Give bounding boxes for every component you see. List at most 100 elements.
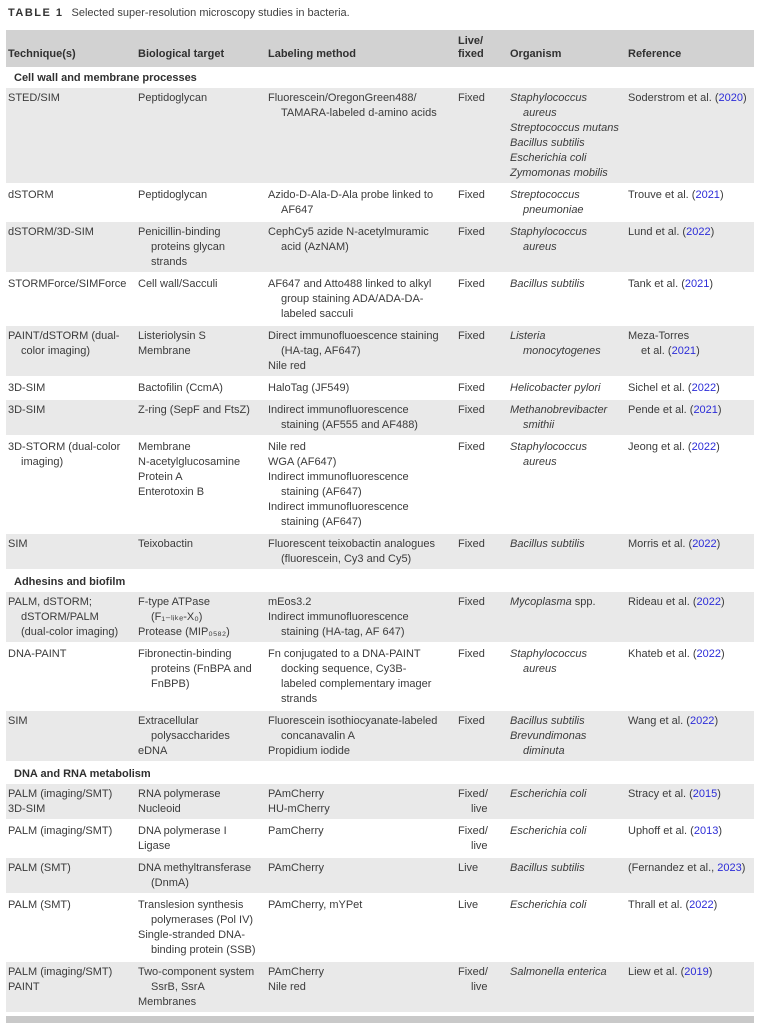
section-heading: DNA and RNA metabolism	[14, 768, 151, 780]
cell-biological-target: DNA methyltransferase (DnmA)	[138, 862, 252, 889]
cell-organism: Salmonella enterica	[510, 966, 607, 978]
reference-year-link[interactable]: 2022	[689, 899, 714, 911]
cell-biological-target: F-type ATPase (F₁₋ₗᵢₖₑ-X₀) Protease (MIP₀₅…	[138, 596, 230, 638]
cell-organism: Streptococcus pneumoniae	[510, 189, 584, 216]
cell-reference: Sichel et al. (2022)	[628, 382, 720, 394]
cell-biological-target: Bactofilin (CcmA)	[138, 382, 223, 394]
reference-year-link[interactable]: 2013	[693, 825, 719, 837]
cell-labeling-method: Azido-D-Ala-D-Ala probe linked to AF647	[268, 189, 434, 216]
cell-organism: Methanobrevibacter smithii	[510, 404, 608, 431]
cell-reference: Morris et al. (2022)	[628, 538, 721, 550]
cell-reference: Soderstrom et al. (2020)	[628, 92, 747, 104]
cell-labeling-method: Direct immunofluoescence staining (HA-tag…	[268, 330, 439, 372]
cell-organism: Helicobacter pylori	[510, 382, 601, 394]
cell-live-fixed: Fixed	[458, 92, 485, 104]
cell-biological-target: Peptidoglycan	[138, 92, 208, 104]
cell-reference: Thrall et al. (2022)	[628, 899, 718, 911]
reference-year-link[interactable]: 2022	[691, 441, 717, 453]
cell-live-fixed: Fixed	[458, 596, 485, 608]
table-row: PALM (imaging/SMT) 3D-SIM RNA polymerase Nu…	[6, 784, 754, 821]
table-row: PALM (imaging/SMT) DNA polymerase I Ligase…	[6, 821, 754, 858]
table-section: Adhesins and biofilm PALM, dSTORM; dSTORM/…	[6, 571, 754, 763]
cell-live-fixed: Fixed	[458, 538, 485, 550]
table-row: dSTORM/3D-SIM Penicillin-binding proteins …	[6, 222, 754, 274]
cell-technique: dSTORM	[8, 189, 54, 201]
table-row: STORMForce/SIMForce Cell wall/Sacculi AF64…	[6, 274, 754, 326]
cell-reference: Stracy et al. (2015)	[628, 788, 721, 800]
cell-labeling-method: PAmCherry HU-mCherry	[268, 788, 330, 815]
cell-technique: dSTORM/3D-SIM	[8, 226, 94, 238]
column-header-biological-target: Biological target	[138, 48, 225, 60]
cell-technique: PALM (imaging/SMT) 3D-SIM	[8, 788, 113, 815]
reference-year-link[interactable]: 2015	[692, 788, 718, 800]
cell-biological-target: Cell wall/Sacculi	[138, 278, 218, 290]
table-row: 3D-SIM Z-ring (SepF and FtsZ) Indirect imm…	[6, 400, 754, 437]
reference-year-link[interactable]: 2020	[718, 92, 743, 104]
reference-year-link[interactable]: 2021	[693, 404, 718, 416]
cell-live-fixed: Fixed	[458, 278, 485, 290]
reference-year-link[interactable]: 2022	[689, 715, 715, 727]
cell-organism: Staphylococcus aureus	[510, 226, 588, 253]
cell-technique: PALM (imaging/SMT)	[8, 825, 113, 837]
cell-labeling-method: Fluorescent teixobactin analogues (fluore…	[268, 538, 435, 565]
cell-technique: PAINT/dSTORM (dual-color imaging)	[8, 330, 120, 357]
reference-year-link[interactable]: 2022	[691, 382, 717, 394]
cell-biological-target: Listeriolysin S Membrane	[138, 330, 206, 357]
table-row: PALM (SMT) DNA methyltransferase (DnmA) PAm…	[6, 858, 754, 895]
cell-reference: Liew et al. (2019)	[628, 966, 713, 978]
cell-technique: 3D-SIM	[8, 404, 46, 416]
reference-year-link[interactable]: 2023	[717, 862, 742, 874]
table-section: Cell wall and membrane processes STED/SIM…	[6, 67, 754, 571]
cell-live-fixed: Live	[458, 899, 479, 911]
table-section: DNA and RNA metabolism PALM (imaging/SMT)…	[6, 763, 754, 1014]
table-footer-bar	[6, 1016, 754, 1023]
cell-reference: Rideau et al. (2022)	[628, 596, 725, 608]
cell-technique: PALM (SMT)	[8, 862, 71, 874]
cell-labeling-method: HaloTag (JF549)	[268, 382, 350, 394]
reference-year-link[interactable]: 2021	[695, 189, 720, 201]
cell-reference: Jeong et al. (2022)	[628, 441, 720, 453]
reference-year-link[interactable]: 2022	[686, 226, 711, 238]
reference-year-link[interactable]: 2022	[696, 596, 721, 608]
cell-reference: Lund et al. (2022)	[628, 226, 715, 238]
cell-organism: Listeria monocytogenes	[510, 330, 601, 357]
cell-labeling-method: mEos3.2 Indirect immunofluorescence staini…	[268, 596, 409, 638]
cell-live-fixed: Fixed	[458, 226, 485, 238]
cell-live-fixed: Fixed	[458, 404, 485, 416]
cell-organism: Bacillus subtilis	[510, 862, 585, 874]
table-number: TABLE 1	[8, 7, 64, 19]
cell-labeling-method: Fluorescein isothiocyanate-labeled concan…	[268, 715, 438, 757]
cell-biological-target: DNA polymerase I Ligase	[138, 825, 227, 852]
section-heading: Cell wall and membrane processes	[14, 72, 197, 84]
cell-technique: DNA-PAINT	[8, 648, 67, 660]
cell-reference: Tank et al. (2021)	[628, 278, 714, 290]
table-header: Technique(s) Biological target Labeling me…	[6, 30, 754, 67]
cell-reference: Wang et al. (2022)	[628, 715, 719, 727]
table-row: PALM, dSTORM; dSTORM/PALM (dual-color imag…	[6, 592, 754, 644]
reference-year-link[interactable]: 2021	[671, 345, 697, 357]
reference-year-link[interactable]: 2022	[692, 538, 717, 550]
cell-technique: PALM (imaging/SMT) PAINT	[8, 966, 113, 993]
table-row: PALM (imaging/SMT) PAINT Two-component sys…	[6, 962, 754, 1014]
cell-labeling-method: Fn conjugated to a DNA-PAINT docking sequ…	[268, 648, 432, 705]
table-row: dSTORM Peptidoglycan Azido-D-Ala-D-Ala pro…	[6, 185, 754, 222]
cell-live-fixed: Fixed	[458, 648, 485, 660]
cell-labeling-method: Fluorescein/OregonGreen488/TAMARA-labele…	[268, 92, 437, 119]
table-title: Selected super-resolution microscopy stu…	[71, 7, 350, 19]
reference-year-link[interactable]: 2022	[696, 648, 721, 660]
table-row: SIM Extracellular polysaccharides eDNA Fluor…	[6, 711, 754, 763]
reference-year-link[interactable]: 2019	[684, 966, 709, 978]
reference-year-link[interactable]: 2021	[684, 278, 710, 290]
cell-reference: Khateb et al. (2022)	[628, 648, 725, 660]
cell-reference: Meza-Torres et al. (2021)	[628, 330, 700, 357]
table-row: 3D-STORM (dual-color imaging) Membrane N-ac…	[6, 437, 754, 534]
cell-technique: SIM	[8, 538, 28, 550]
cell-organism: Staphylococcus aureus	[510, 441, 588, 468]
cell-live-fixed: Fixed	[458, 330, 485, 342]
table: Technique(s) Biological target Labeling me…	[6, 30, 754, 1023]
cell-organism: Mycoplasma spp.	[510, 596, 596, 608]
cell-biological-target: Penicillin-binding proteins glycan strands	[138, 226, 225, 268]
cell-biological-target: Z-ring (SepF and FtsZ)	[138, 404, 250, 416]
cell-labeling-method: PAmCherry, mYPet	[268, 899, 363, 911]
